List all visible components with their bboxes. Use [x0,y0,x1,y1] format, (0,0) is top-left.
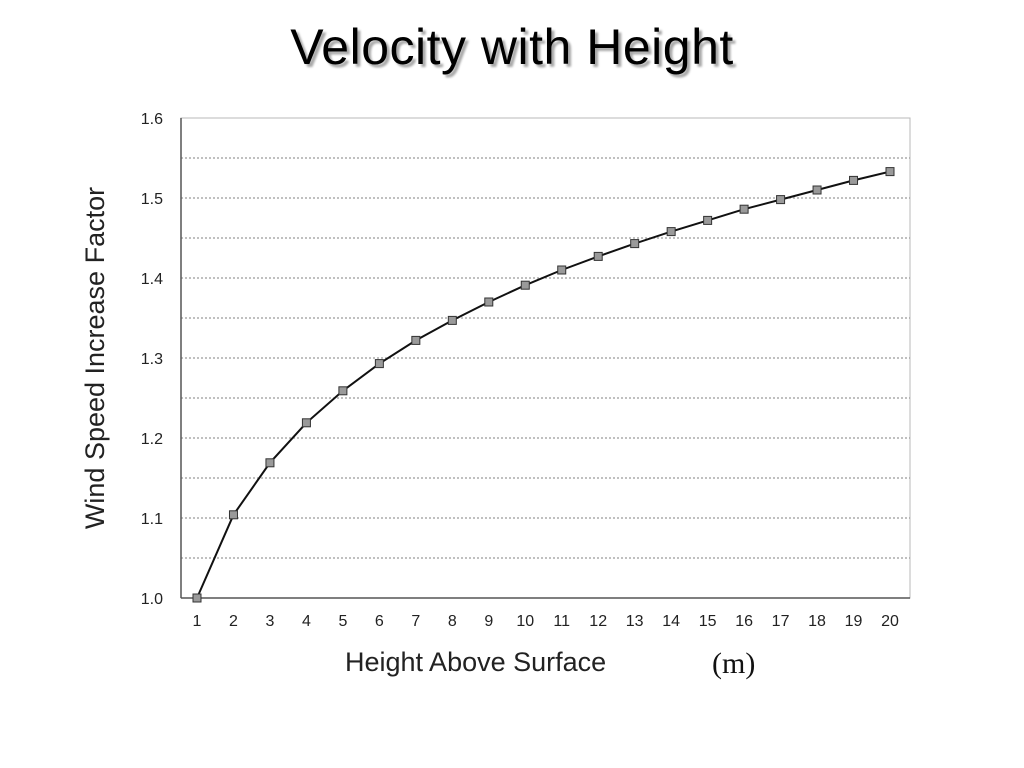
x-tick-label: 9 [484,613,493,630]
x-tick-label: 15 [699,613,717,630]
data-point [593,251,603,261]
x-tick-label: 5 [338,613,347,630]
data-point [228,510,238,520]
series-line [196,170,891,599]
x-tick-label: 8 [448,613,457,630]
x-axis-title: Height Above Surface [345,647,606,677]
x-tick-label: 19 [845,613,863,630]
data-point [520,280,530,290]
x-tick-label: 3 [265,613,274,630]
data-point [812,185,822,195]
data-point [301,418,311,428]
x-tick-label: 12 [589,613,607,630]
x-tick-label: 20 [881,613,899,630]
data-point [192,593,202,603]
x-tick-label: 4 [302,613,311,630]
slide-title: Velocity with Height [290,19,734,75]
y-tick-label: 1.6 [141,111,163,128]
x-tick-label: 1 [193,613,202,630]
data-point [776,195,786,205]
x-tick-label: 10 [516,613,534,630]
x-tick-label: 11 [553,613,570,630]
data-point [447,315,457,325]
x-tick-label: 6 [375,613,384,630]
y-tick-label: 1.1 [141,511,163,528]
x-tick-label: 17 [772,613,790,630]
y-tick-label: 1.4 [141,271,163,288]
data-point [557,265,567,275]
data-point [630,239,640,249]
y-tick-label: 1.0 [141,591,163,608]
x-tick-label: 2 [229,613,238,630]
x-tick-label: 18 [808,613,826,630]
x-tick-label: 7 [411,613,420,630]
y-axis-title: Wind Speed Increase Factor [80,187,110,529]
data-point [666,227,676,237]
y-tick-label: 1.5 [141,191,163,208]
x-axis-unit: (m) [712,647,755,680]
data-point [849,175,859,185]
y-tick-label: 1.3 [141,351,163,368]
x-tick-label: 16 [735,613,753,630]
data-point [265,458,275,468]
y-tick-label: 1.2 [141,431,163,448]
data-point [484,297,494,307]
data-point [739,204,749,214]
data-point [703,215,713,225]
x-tick-label: 14 [662,613,680,630]
data-point [338,386,348,396]
data-point [374,359,384,369]
x-tick-label: 13 [626,613,644,630]
data-point [411,335,421,345]
data-point [885,167,895,177]
